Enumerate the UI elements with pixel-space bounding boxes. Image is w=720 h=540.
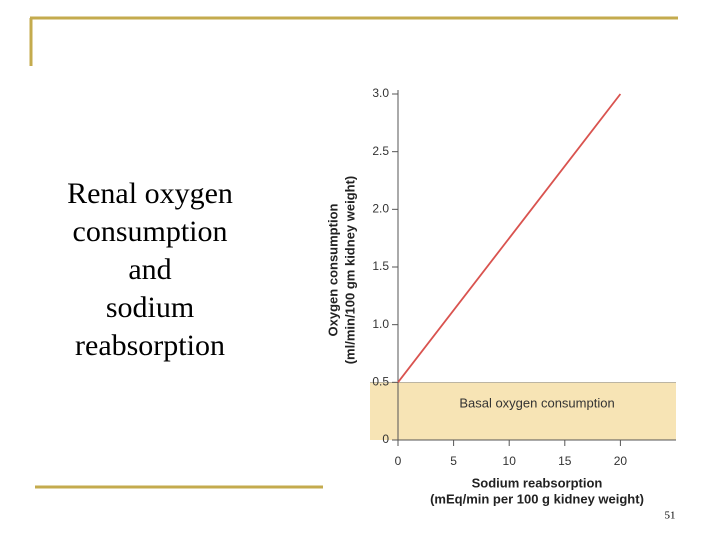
x-tick-label: 10	[503, 454, 517, 468]
title-line: reabsorption	[75, 329, 225, 362]
y-tick-label: 1.5	[372, 259, 389, 273]
x-tick-label: 0	[395, 454, 402, 468]
title-line: sodium	[106, 291, 194, 324]
title-line: consumption	[73, 215, 228, 248]
title-line: and	[128, 253, 171, 286]
x-tick-label: 15	[558, 454, 572, 468]
slide-title: Renal oxygen consumption and sodium reabsorp…	[67, 177, 233, 362]
y-axis-label: Oxygen consumption	[325, 203, 340, 336]
y-tick-label: 2.0	[372, 202, 389, 216]
basal-band	[370, 382, 676, 440]
chart: Basal oxygen consumption 0 0.5 1.0 1.5 2.0 2.5…	[325, 86, 676, 506]
chart-bg	[323, 82, 678, 516]
y-tick-label: 0	[382, 432, 389, 446]
page-number: 51	[665, 510, 676, 522]
basal-band-label: Basal oxygen consumption	[459, 396, 614, 411]
y-tick-label: 3.0	[372, 86, 389, 100]
x-axis-label: Sodium reabsorption	[472, 475, 603, 490]
x-tick-label: 5	[450, 454, 457, 468]
x-axis-label: (mEq/min per 100 g kidney weight)	[430, 491, 644, 506]
y-tick-label: 2.5	[372, 144, 389, 158]
x-tick-label: 20	[614, 454, 628, 468]
title-line: Renal oxygen	[67, 177, 233, 210]
y-tick-label: 0.5	[372, 375, 389, 389]
y-axis-label: (ml/min/100 gm kidney weight)	[342, 176, 357, 365]
data-line	[397, 93, 622, 383]
y-tick-label: 1.0	[372, 317, 389, 331]
